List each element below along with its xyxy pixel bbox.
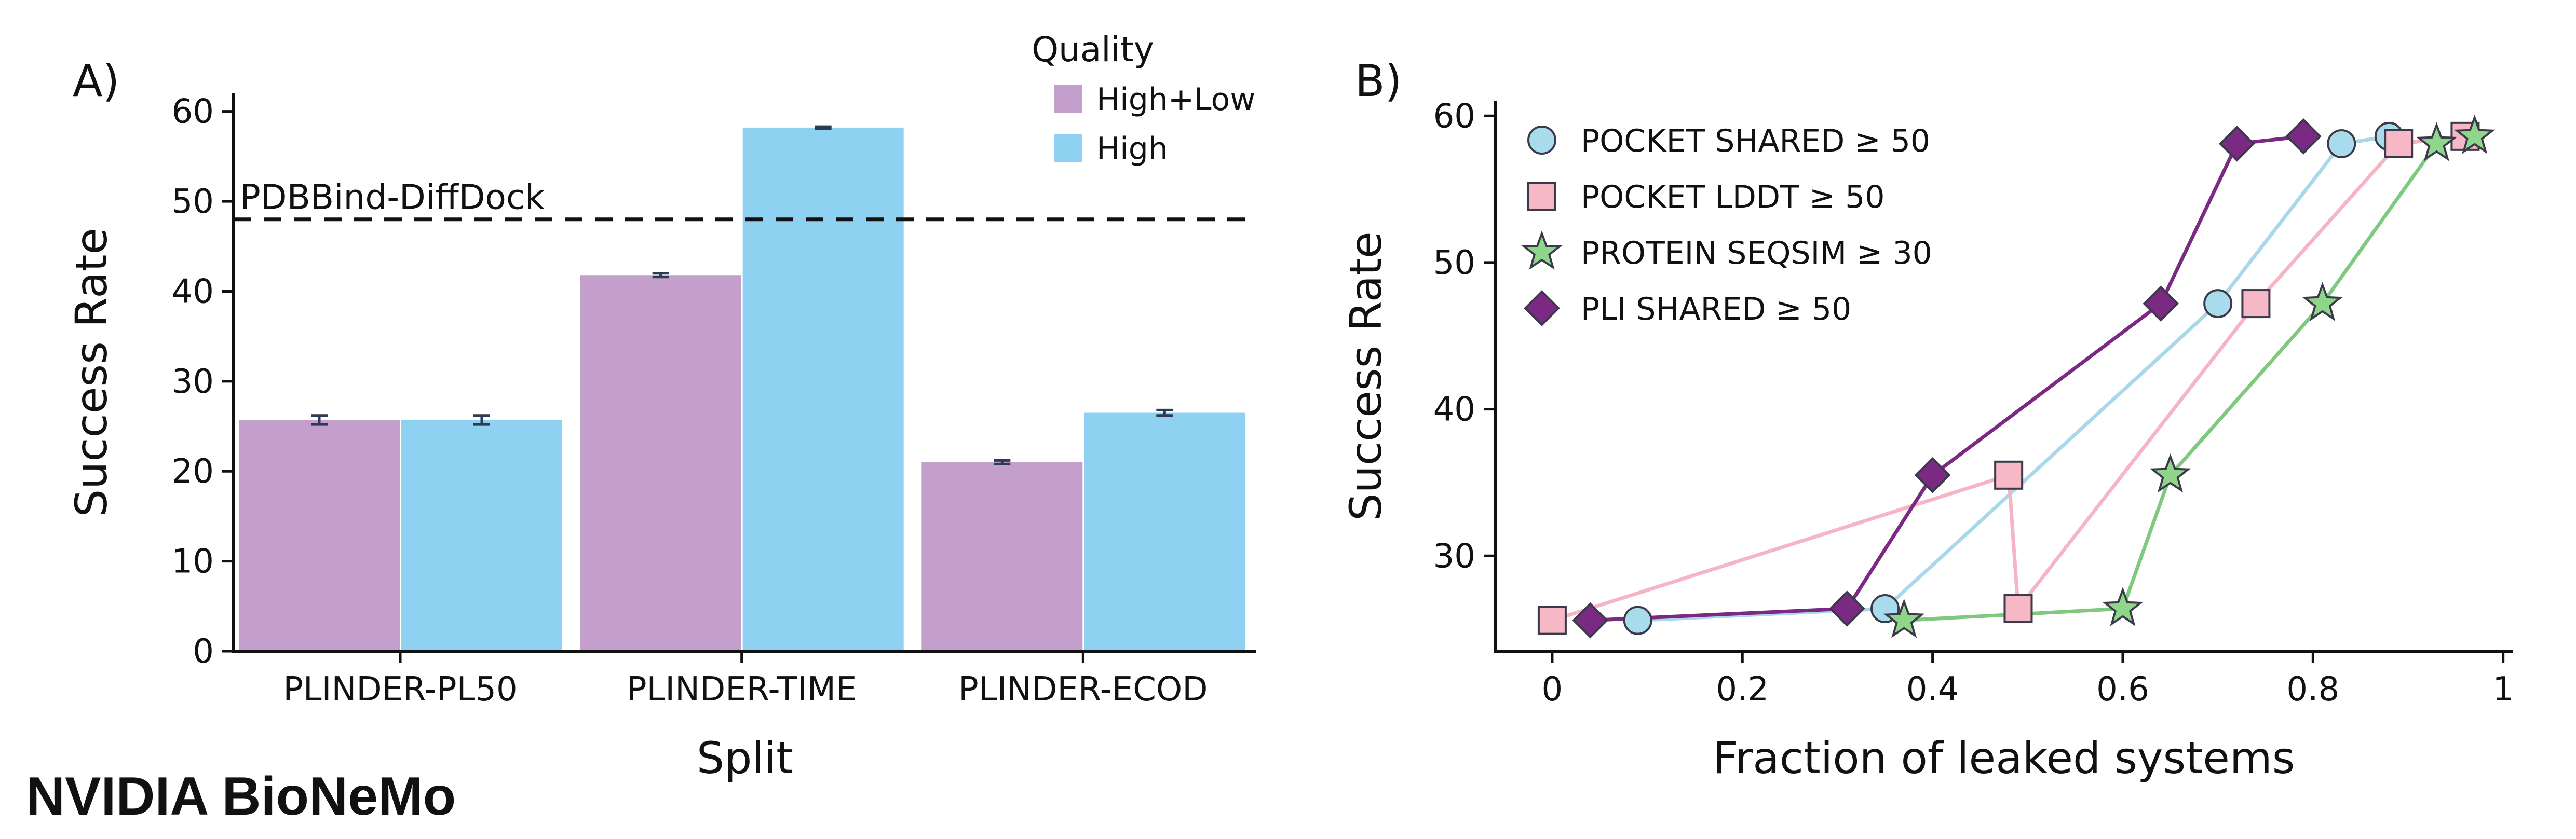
bar-high-low-plinder-pl50 — [239, 420, 400, 651]
legend-label: POCKET LDDT ≥ 50 — [1581, 179, 1885, 215]
y-tick-label: 10 — [172, 543, 214, 581]
error-bar — [994, 459, 1011, 465]
legend: Quality High+Low High — [1032, 30, 1255, 167]
panel-b-label: B) — [1355, 56, 1402, 106]
legend-label: PLI SHARED ≥ 50 — [1581, 291, 1851, 327]
legend-marker-pocket-shared-50 — [1527, 126, 1556, 155]
legend-label: High+Low — [1096, 81, 1255, 118]
x-tick-label: PLINDER-TIME — [627, 670, 857, 709]
point-protein-seqsim-30 — [2102, 587, 2144, 626]
point-protein-seqsim-30 — [2416, 122, 2458, 161]
bar-group — [239, 127, 1245, 652]
y-tick-label: 60 — [1433, 97, 1475, 135]
axes — [1494, 101, 2513, 653]
x-tick-label: 0.8 — [2286, 670, 2339, 709]
point-pli-shared-50 — [2218, 126, 2255, 162]
legend-marker-pli-shared-50 — [1524, 290, 1560, 326]
markers-protein-seqsim-30 — [1883, 115, 2496, 638]
y-ticks: 30 40 50 60 — [1433, 97, 1495, 575]
y-tick-label: 0 — [193, 632, 214, 671]
x-tick-label: PLINDER-ECOD — [958, 670, 1208, 709]
point-pli-shared-50 — [1572, 602, 1609, 639]
bar-chart-panel: A) PDBBind-DiffDock 0 10 20 30 40 50 60 PLINDE… — [66, 30, 1256, 783]
x-tick-label: 0.6 — [2096, 670, 2149, 709]
bar-high-plinder-ecod — [1084, 412, 1245, 651]
x-tick-label: 0.4 — [1906, 670, 1959, 709]
point-pocket-shared-50 — [2327, 129, 2356, 158]
legend-label: PROTEIN SEQSIM ≥ 30 — [1581, 235, 1932, 271]
error-bar-group — [311, 125, 1173, 465]
legend-label: High — [1096, 131, 1168, 167]
markers-pocket-shared-50 — [1623, 121, 2404, 635]
axes — [232, 93, 1256, 653]
x-tick-label: PLINDER-PL50 — [283, 670, 517, 709]
legend-marker-protein-seqsim-30 — [1521, 230, 1563, 270]
y-axis-label: Success Rate — [66, 228, 117, 517]
y-axis-label: Success Rate — [1340, 231, 1391, 520]
y-tick-label: 20 — [172, 452, 214, 491]
error-bar — [473, 414, 490, 426]
bar-high-plinder-time — [742, 127, 904, 652]
legend-swatch-high — [1054, 134, 1082, 162]
point-protein-seqsim-30 — [1883, 598, 1925, 638]
error-bar — [815, 125, 832, 130]
legend: POCKET SHARED ≥ 50 POCKET LDDT ≥ 50 PROTEI… — [1521, 123, 1932, 327]
markers-pocket-lddt-50 — [1537, 121, 2480, 635]
point-pli-shared-50 — [2143, 285, 2179, 322]
x-axis-label: Fraction of leaked systems — [1713, 733, 2295, 783]
markers-pli-shared-50 — [1572, 118, 2322, 639]
brand-logo-text: NVIDIA BioNeMo — [26, 766, 456, 827]
point-pocket-lddt-50 — [2003, 594, 2033, 624]
x-tick-label: 0.2 — [1716, 670, 1769, 709]
point-pli-shared-50 — [1828, 590, 1865, 627]
point-protein-seqsim-30 — [2454, 115, 2496, 154]
y-tick-label: 40 — [172, 272, 214, 311]
point-pocket-lddt-50 — [2241, 289, 2271, 319]
bar-high-low-plinder-ecod — [921, 462, 1083, 651]
bar-high-plinder-pl50 — [401, 420, 562, 651]
point-pli-shared-50 — [1914, 457, 1951, 493]
point-pocket-lddt-50 — [2384, 129, 2414, 158]
legend-title: Quality — [1032, 30, 1154, 70]
series-markers — [1537, 115, 2496, 639]
y-ticks: 0 10 20 30 40 50 60 — [172, 93, 234, 671]
legend-label: POCKET SHARED ≥ 50 — [1581, 123, 1930, 159]
x-ticks: PLINDER-PL50 PLINDER-TIME PLINDER-ECOD — [283, 651, 1208, 709]
x-tick-label: 1 — [2492, 670, 2514, 709]
panel-a-label: A) — [73, 56, 119, 106]
point-pocket-shared-50 — [1623, 606, 1652, 635]
error-bar — [311, 414, 328, 426]
x-ticks: 0 0.2 0.4 0.6 0.8 1 — [1542, 651, 2514, 709]
error-bar — [652, 272, 669, 279]
y-tick-label: 30 — [1433, 537, 1475, 575]
error-bar — [1156, 408, 1173, 417]
legend-swatch-high-low — [1054, 85, 1082, 113]
y-tick-label: 50 — [1433, 244, 1475, 282]
reference-line-label: PDBBind-DiffDock — [240, 177, 545, 217]
y-tick-label: 60 — [172, 93, 214, 131]
point-pocket-shared-50 — [2203, 289, 2233, 319]
y-tick-label: 30 — [172, 363, 214, 401]
point-protein-seqsim-30 — [2149, 453, 2191, 493]
point-pocket-lddt-50 — [1537, 606, 1567, 635]
x-tick-label: 0 — [1542, 670, 1563, 709]
point-pocket-lddt-50 — [1994, 460, 2024, 490]
bar-high-low-plinder-time — [580, 275, 741, 651]
point-protein-seqsim-30 — [2301, 282, 2343, 321]
x-axis-label: Split — [697, 733, 793, 783]
y-tick-label: 50 — [172, 183, 214, 221]
legend-marker-pocket-lddt-50 — [1527, 182, 1556, 211]
y-tick-label: 40 — [1433, 391, 1475, 429]
point-pli-shared-50 — [2285, 118, 2322, 155]
